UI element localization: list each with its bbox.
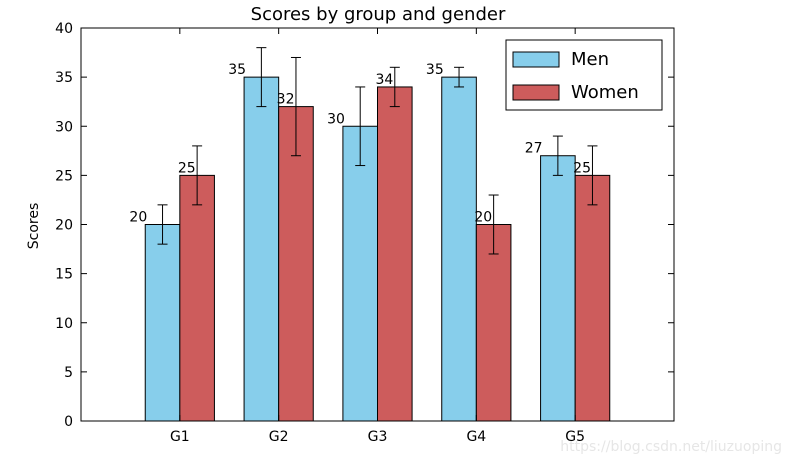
bar-women-g5: [574, 174, 611, 422]
bar-men-g3: [342, 125, 378, 422]
plot-frame: [80, 27, 675, 422]
y-tick-label: 0: [64, 414, 73, 430]
legend: Men Women: [505, 39, 663, 111]
data-label: 32: [277, 92, 295, 108]
bar-women-g1: [179, 174, 215, 422]
bar-men-g2: [243, 76, 280, 422]
y-tick-label: 20: [55, 218, 73, 234]
legend-label-men: Men: [571, 49, 609, 70]
data-label: 20: [129, 210, 147, 226]
bar-men-g1: [144, 224, 181, 422]
data-label: 34: [376, 72, 394, 88]
legend-swatch-men: [512, 51, 560, 68]
bar-women-g4: [475, 224, 512, 422]
bar-men-g5: [540, 155, 576, 422]
data-label: 35: [426, 62, 444, 78]
data-label: 35: [228, 62, 246, 78]
data-label: 25: [573, 160, 591, 176]
y-tick-label: 10: [55, 316, 73, 332]
x-tick-label: G1: [170, 429, 190, 445]
y-axis-label: Scores: [26, 203, 42, 250]
x-tick-label: G2: [269, 429, 289, 445]
bar-men-g4: [441, 76, 477, 422]
y-tick-label: 25: [55, 168, 73, 184]
y-tick-label: 5: [64, 365, 73, 381]
x-tick-label: G5: [565, 429, 585, 445]
data-label: 25: [178, 160, 196, 176]
x-tick-label: G4: [466, 429, 486, 445]
data-label: 20: [474, 210, 492, 226]
y-tick-label: 40: [55, 21, 73, 37]
legend-label-women: Women: [571, 82, 639, 103]
chart-title: Scores by group and gender: [251, 4, 506, 25]
y-tick-label: 30: [55, 119, 73, 135]
legend-swatch-women: [512, 84, 560, 101]
y-tick-label: 35: [55, 70, 73, 86]
bar-women-g3: [377, 86, 413, 422]
data-label: 30: [327, 111, 345, 127]
plot-marks: 0 5 10 15 20 25 30 35 40 20 25 G1 35 32 G2 30 34 G3 35 20 G4…: [55, 21, 674, 445]
data-label: 27: [525, 141, 543, 157]
watermark: https://blog.csdn.net/liuzuoping: [560, 439, 782, 455]
y-tick-label: 15: [55, 267, 73, 283]
x-tick-label: G3: [368, 429, 388, 445]
